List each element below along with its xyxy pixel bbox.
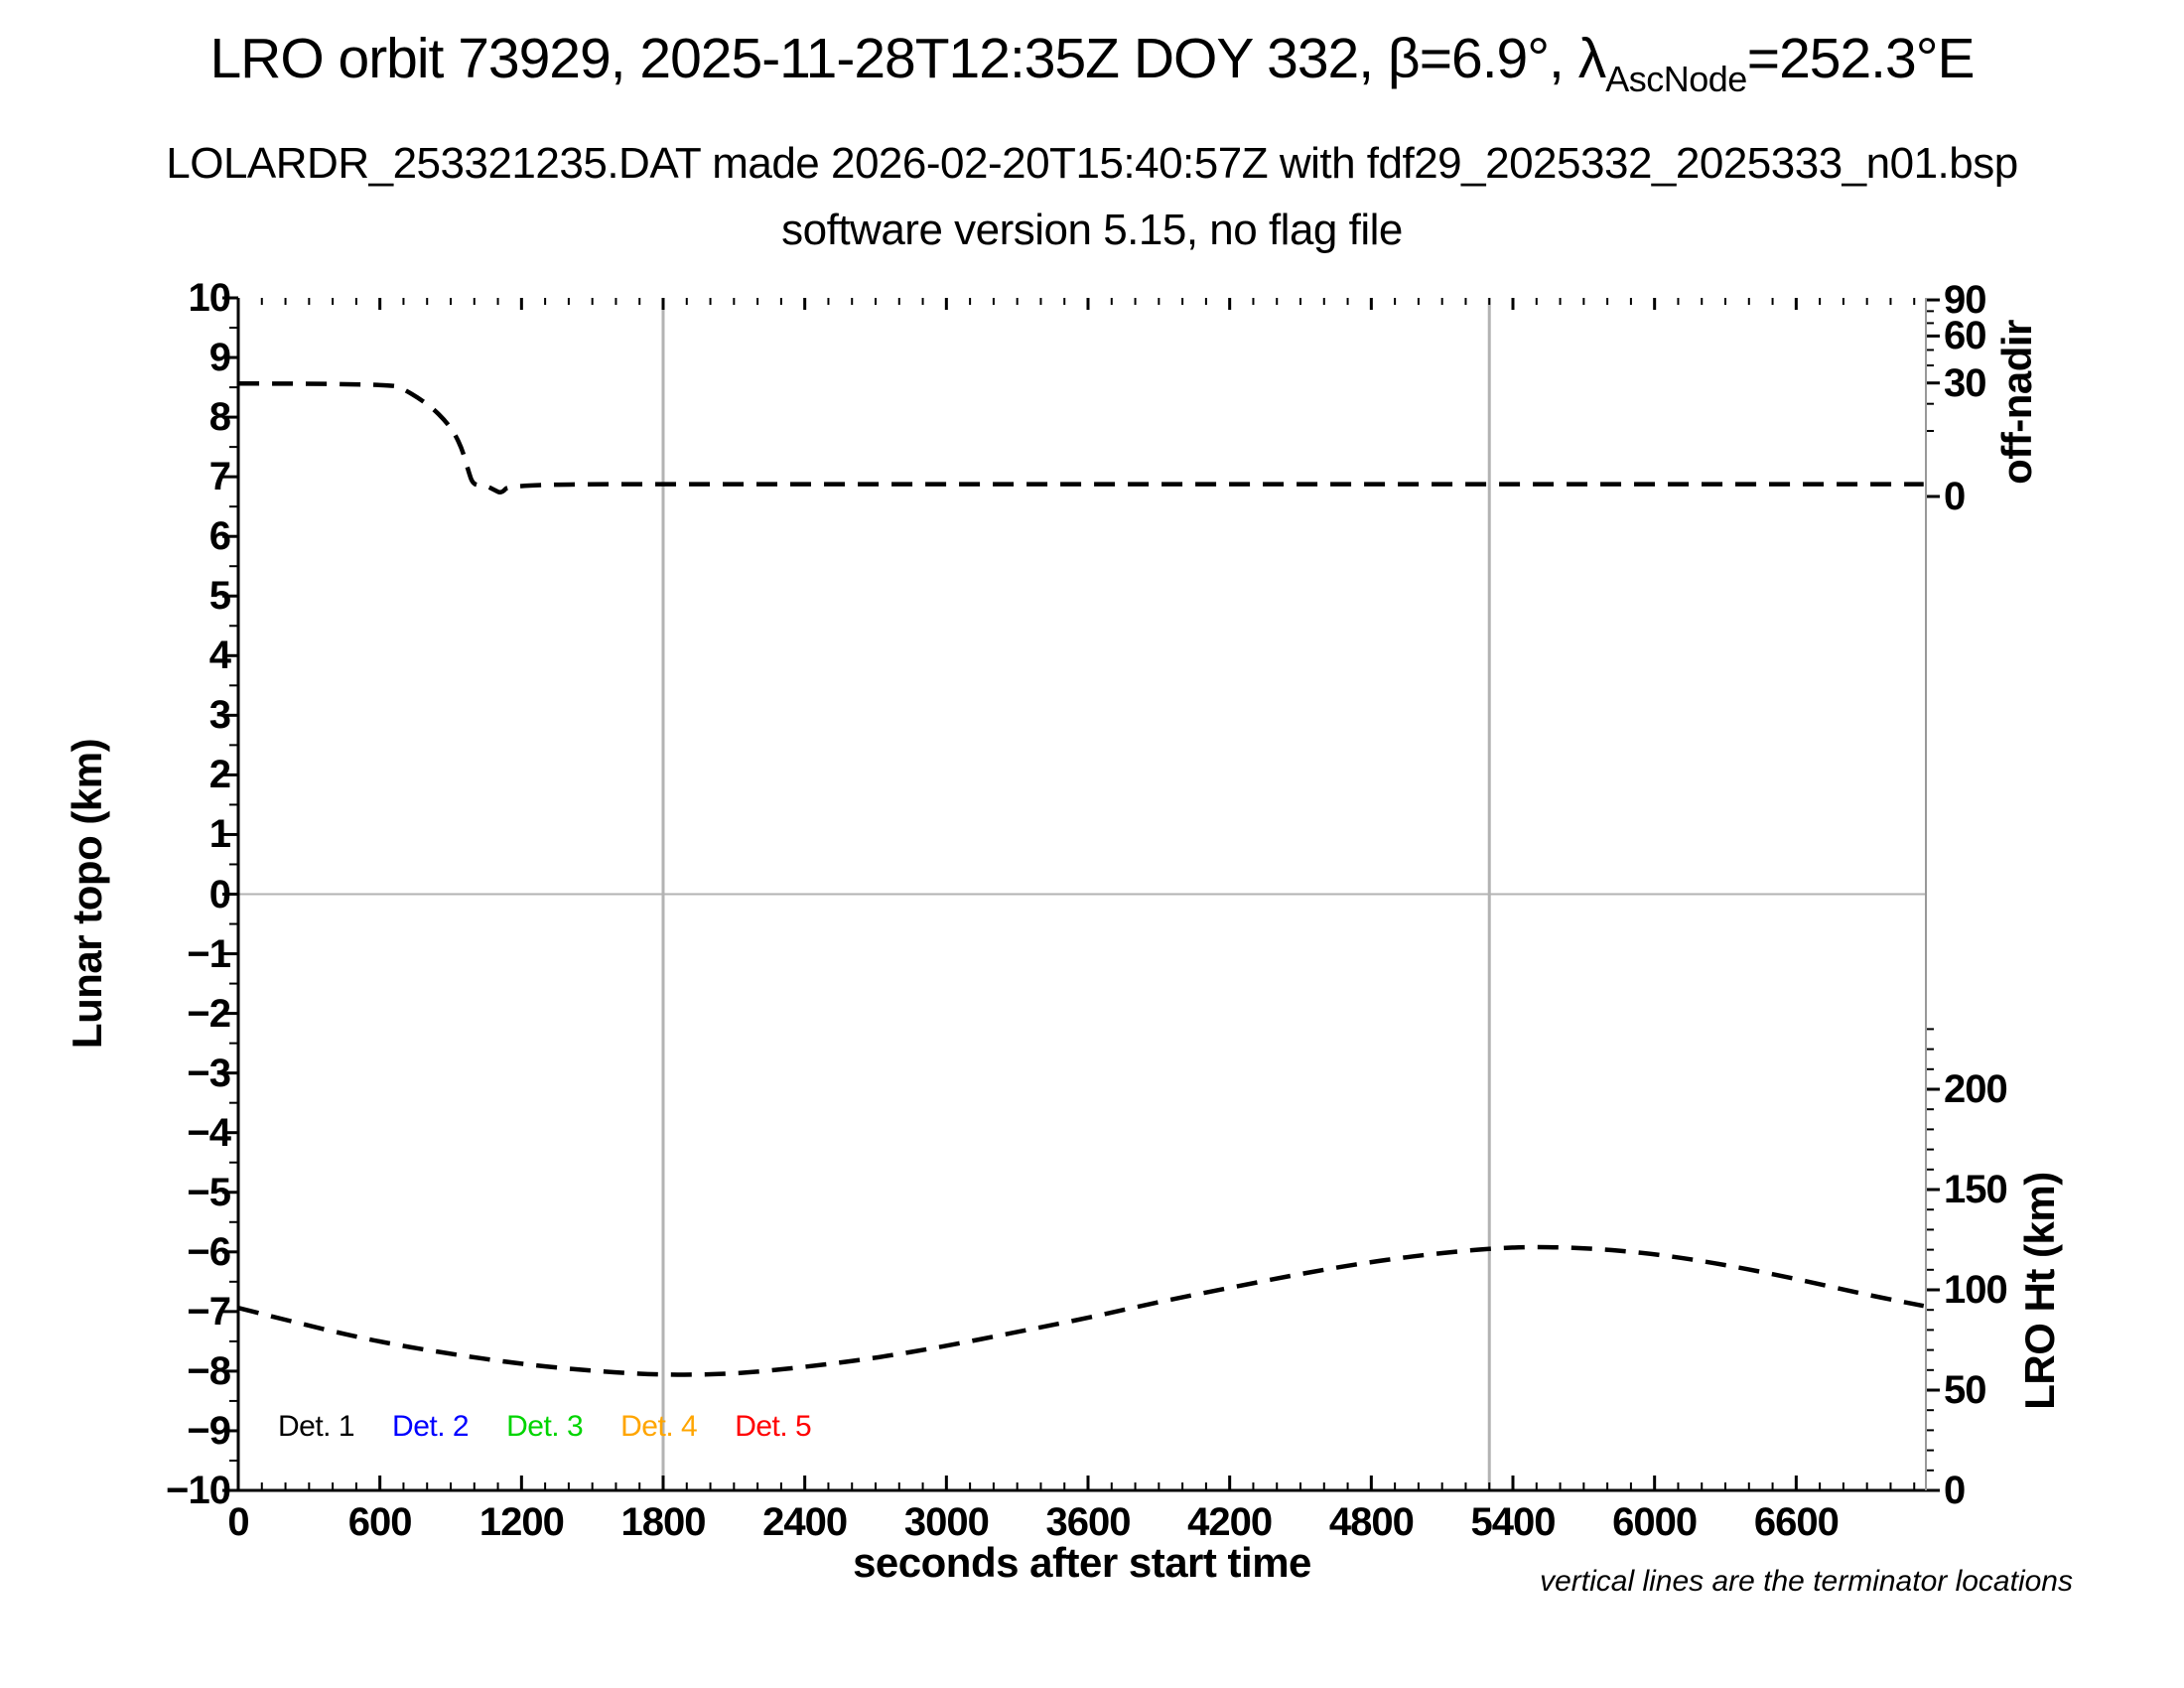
x-tick-label: 6000 bbox=[1612, 1500, 1698, 1544]
left-tick-label: −7 bbox=[187, 1289, 231, 1334]
x-tick-label: 4800 bbox=[1328, 1500, 1415, 1544]
off-nadir-tick-label: 0 bbox=[1944, 475, 1966, 518]
x-tick-label: 4200 bbox=[1187, 1500, 1273, 1544]
title-subscript: AscNode bbox=[1605, 59, 1747, 99]
legend-det-1: Det. 1 bbox=[278, 1410, 355, 1443]
x-tick-label: 6600 bbox=[1753, 1500, 1840, 1544]
left-axis-title: Lunar topo (km) bbox=[64, 738, 110, 1050]
x-tick-label: 3000 bbox=[903, 1500, 990, 1544]
x-tick-label: 1800 bbox=[620, 1500, 707, 1544]
legend-det-4: Det. 4 bbox=[620, 1410, 698, 1443]
title-prefix: LRO orbit 73929, 2025-11-28T12:35Z DOY 3… bbox=[209, 27, 1606, 90]
off-nadir-axis-title: off-nadir bbox=[1993, 320, 2040, 485]
left-tick-label: −8 bbox=[187, 1348, 231, 1393]
left-tick-label: −5 bbox=[187, 1170, 231, 1214]
left-tick-label: 6 bbox=[208, 514, 231, 559]
x-tick-label: 2400 bbox=[762, 1500, 848, 1544]
left-tick-label: −2 bbox=[187, 991, 231, 1036]
left-tick-label: 9 bbox=[208, 336, 231, 380]
left-tick-label: 10 bbox=[188, 276, 232, 320]
x-tick-label: 0 bbox=[227, 1500, 249, 1544]
off-nadir-tick-label: 90 bbox=[1944, 278, 1987, 323]
lro-ht-tick-label: 0 bbox=[1944, 1469, 1966, 1512]
lro-ht-tick-label: 150 bbox=[1944, 1168, 2008, 1211]
x-tick-label: 600 bbox=[347, 1500, 413, 1544]
left-tick-label: 8 bbox=[208, 395, 231, 440]
left-tick-label: −3 bbox=[187, 1051, 231, 1095]
lro-ht-axis-title: LRO Ht (km) bbox=[2016, 1172, 2063, 1410]
lro-ht-tick-label: 100 bbox=[1944, 1268, 2008, 1312]
detector-legend: Det. 1 Det. 2 Det. 3 Det. 4 Det. 5 bbox=[278, 1402, 812, 1452]
left-tick-label: 0 bbox=[208, 872, 231, 916]
left-tick-label: 4 bbox=[208, 633, 231, 678]
left-tick-label: −4 bbox=[187, 1110, 231, 1155]
legend-det-2: Det. 2 bbox=[392, 1410, 470, 1443]
title-suffix: =252.3°E bbox=[1746, 27, 1976, 90]
x-axis-title: seconds after start time bbox=[853, 1539, 1311, 1586]
page-title: LRO orbit 73929, 2025-11-28T12:35Z DOY 3… bbox=[0, 26, 2184, 99]
left-tick-label: 7 bbox=[208, 455, 231, 499]
off-nadir-tick-label: 60 bbox=[1944, 314, 1987, 358]
off-nadir-tick-label: 30 bbox=[1944, 360, 1987, 405]
terminator-footnote: vertical lines are the terminator locati… bbox=[1540, 1565, 2073, 1598]
lro-ht-tick-label: 200 bbox=[1944, 1067, 2008, 1111]
left-tick-label: 3 bbox=[208, 693, 231, 738]
left-tick-label: −10 bbox=[166, 1469, 231, 1512]
left-tick-label: 2 bbox=[208, 753, 231, 797]
left-tick-label: 1 bbox=[208, 812, 231, 857]
x-tick-label: 3600 bbox=[1045, 1500, 1132, 1544]
subtitle-software-version: software version 5.15, no flag file bbox=[781, 206, 1403, 254]
left-tick-label: 5 bbox=[208, 574, 231, 619]
subtitle-filename: LOLARDR_253321235.DAT made 2026-02-20T15… bbox=[166, 139, 2018, 188]
legend-det-3: Det. 3 bbox=[506, 1410, 584, 1443]
left-tick-label: −9 bbox=[187, 1408, 231, 1453]
lro-ht-curve bbox=[237, 1244, 1925, 1377]
legend-det-5: Det. 5 bbox=[735, 1410, 812, 1443]
x-tick-label: 1200 bbox=[478, 1500, 565, 1544]
left-tick-label: −1 bbox=[187, 931, 231, 976]
lro-ht-tick-label: 50 bbox=[1944, 1368, 1987, 1412]
left-tick-label: −6 bbox=[187, 1229, 231, 1274]
off-nadir-curve bbox=[237, 381, 1924, 494]
x-tick-label: 5400 bbox=[1470, 1500, 1557, 1544]
